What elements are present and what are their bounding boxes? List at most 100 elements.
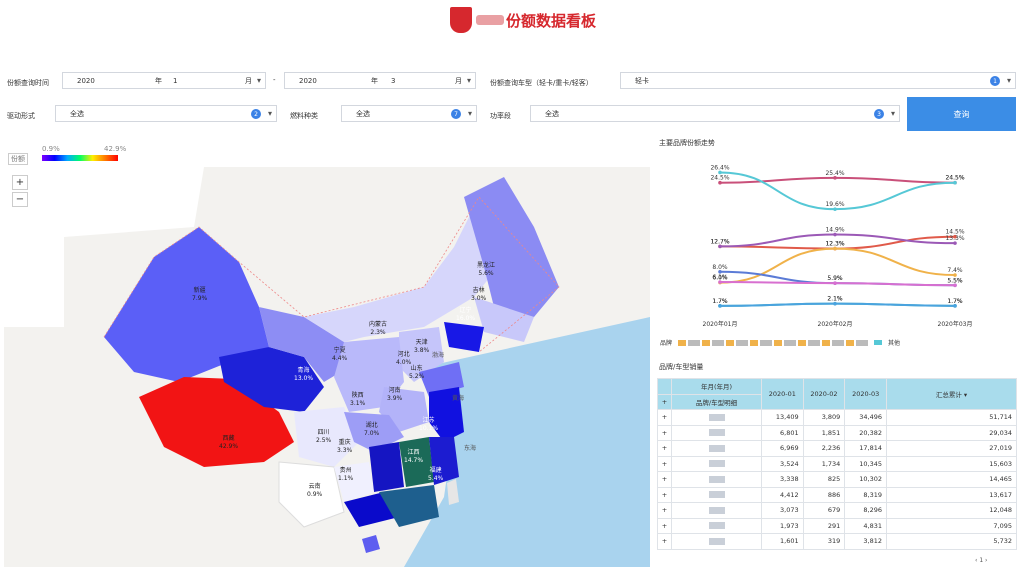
value-cell: 8,319	[844, 486, 887, 503]
start-date-select[interactable]: 2020 年 1 月 ▾	[62, 72, 266, 89]
expand-row-toggle[interactable]: +	[657, 517, 672, 534]
expand-all-toggle[interactable]: +	[657, 393, 672, 410]
value-cell: 8,296	[844, 502, 887, 519]
province-label: 陕西 3.1%	[350, 392, 366, 407]
expand-row-toggle[interactable]: +	[657, 502, 672, 519]
data-label: 26.4%	[710, 164, 729, 171]
power-range-value: 全选	[545, 109, 559, 118]
expand-row-toggle[interactable]: +	[657, 486, 672, 503]
blurred-legend-items	[678, 339, 869, 346]
series-line[interactable]	[719, 281, 956, 287]
data-label: 24.5%	[710, 175, 729, 182]
expand-row-toggle[interactable]: +	[657, 424, 672, 441]
value-cell: 3,338	[761, 471, 804, 488]
value-cell: 13,409	[761, 409, 804, 426]
value-cell: 4,412	[761, 486, 804, 503]
total-cell: 5,732	[886, 533, 1017, 550]
drive-type-select[interactable]: 全选 2 ▾	[55, 105, 277, 122]
col-header-total[interactable]: 汇总累计 ▾	[886, 378, 1017, 410]
data-point[interactable]	[718, 170, 722, 175]
legend-min: 0.9%	[42, 145, 60, 153]
table-row: +1,601 319 3,812 5,732	[657, 533, 1017, 550]
table-row: +6,969 2,236 17,814 27,019	[657, 440, 1017, 457]
data-point[interactable]	[953, 304, 957, 308]
value-cell: 34,496	[844, 409, 887, 426]
blurred-brand-name	[476, 15, 504, 25]
province-label: 云南 0.9%	[307, 483, 323, 498]
expand-row-toggle[interactable]: +	[657, 409, 672, 426]
data-label: 12.7%	[710, 238, 729, 245]
data-point[interactable]	[953, 180, 957, 185]
sea-label: 黄海	[452, 395, 465, 402]
province-label: 江西 14.7%	[404, 449, 424, 464]
chevron-down-icon: ▾	[466, 76, 471, 85]
total-cell: 29,034	[886, 424, 1017, 441]
data-point[interactable]	[718, 270, 722, 274]
expand-row-toggle[interactable]: +	[657, 533, 672, 550]
data-point[interactable]	[833, 246, 837, 251]
legend-max: 42.9%	[104, 145, 127, 153]
value-cell: 6,969	[761, 440, 804, 457]
data-label: 19.6%	[825, 201, 844, 208]
end-month-value: 3	[391, 76, 396, 85]
data-point[interactable]	[833, 281, 837, 285]
table-row: +1,973 291 4,831 7,095	[657, 517, 1017, 534]
end-year-value: 2020	[299, 76, 317, 85]
data-label: 14.9%	[825, 227, 844, 234]
province-label: 河南 3.9%	[387, 387, 403, 402]
brand-cell	[671, 502, 762, 519]
province-label: 宁夏 4.4%	[332, 347, 348, 362]
query-button[interactable]: 查询	[907, 97, 1016, 131]
end-date-select[interactable]: 2020 年 3 月 ▾	[284, 72, 476, 89]
data-point[interactable]	[833, 176, 837, 180]
data-point[interactable]	[833, 232, 837, 237]
china-share-map[interactable]: + − 新疆 7.9% 西藏 42.9% 青海 13.0% 宁夏 4.4% 内蒙古 2.3…	[4, 167, 650, 567]
data-point[interactable]	[953, 241, 957, 245]
month-unit: 月	[455, 76, 462, 85]
data-label: 5.5%	[947, 277, 963, 284]
province-hunan	[369, 442, 404, 492]
brand-cell	[671, 533, 762, 550]
expand-row-toggle[interactable]: +	[657, 471, 672, 488]
fuel-type-select[interactable]: 全选 7 ▾	[341, 105, 477, 122]
province-label: 黑龙江 5.6%	[477, 262, 496, 277]
selected-count-badge: 3	[874, 109, 884, 119]
zoom-out-button[interactable]: −	[12, 192, 28, 207]
drive-type-value: 全选	[70, 109, 84, 118]
data-point[interactable]	[718, 280, 722, 284]
brand-share-line-chart[interactable]: 24.5%25.4%24.5%26.4%19.6%24.5%12.7% 12.3%…	[665, 150, 1015, 345]
value-cell: 679	[802, 502, 846, 519]
data-point[interactable]	[833, 301, 837, 306]
sales-table: 年月(年月) 2020-01 2020-02 2020-03 汇总累计 ▾ + …	[657, 378, 1017, 550]
data-label: 12.3%	[825, 241, 844, 248]
data-point[interactable]	[718, 180, 722, 185]
expand-row-toggle[interactable]: +	[657, 440, 672, 457]
expand-all-toggle[interactable]	[657, 378, 672, 395]
province-label: 内蒙古 2.3%	[369, 321, 388, 336]
province-label: 青海 13.0%	[294, 367, 314, 382]
province-qinghai	[219, 347, 324, 412]
province-yunnan	[278, 461, 345, 528]
series-line[interactable]	[719, 302, 956, 307]
data-label: 1.7%	[947, 298, 963, 305]
data-point[interactable]	[953, 234, 957, 239]
value-cell: 10,302	[844, 471, 887, 488]
data-point[interactable]	[718, 244, 722, 249]
pagination[interactable]: ‹ 1 ›	[975, 557, 988, 564]
blurred-brand-name	[708, 460, 725, 468]
power-range-select[interactable]: 全选 3 ▾	[530, 105, 900, 122]
data-point[interactable]	[953, 283, 957, 288]
zoom-in-button[interactable]: +	[12, 175, 28, 190]
data-point[interactable]	[953, 273, 957, 277]
table-title: 品牌/车型销量	[659, 363, 704, 371]
data-point[interactable]	[833, 207, 837, 211]
data-point[interactable]	[718, 304, 722, 308]
province-sichuan	[294, 407, 359, 467]
expand-row-toggle[interactable]: +	[657, 455, 672, 472]
value-cell: 1,851	[802, 424, 846, 441]
selected-count-badge: 1	[990, 76, 1000, 86]
start-month-value: 1	[173, 76, 178, 85]
vehicle-type-select[interactable]: 轻卡 1 ▾	[620, 72, 1016, 89]
total-cell: 12,048	[886, 502, 1017, 519]
data-label: 1.7%	[947, 298, 963, 305]
